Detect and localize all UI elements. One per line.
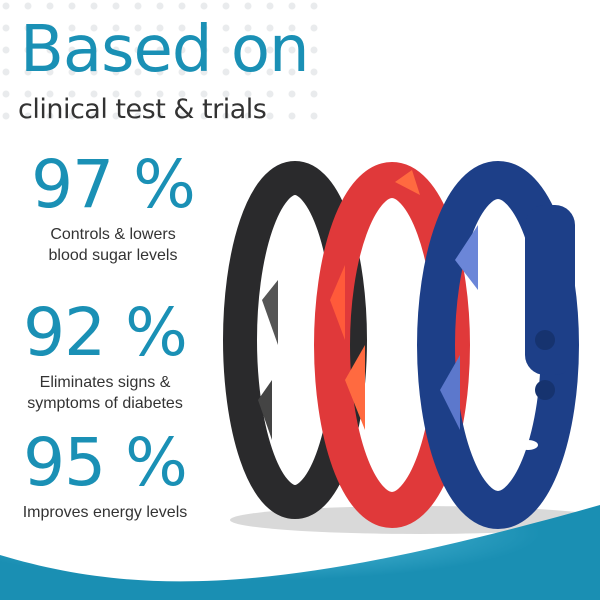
stat-desc: Controls & lowers [50, 226, 176, 243]
stat-92: 92 % Eliminates signs & symptoms of diabe… [0, 300, 210, 414]
stat-value: 97 % [31, 146, 196, 223]
dot-pattern [0, 0, 320, 120]
stat-desc: Improves energy levels [22, 504, 188, 521]
stat-desc: blood sugar levels [48, 247, 178, 264]
blue-bracelet [417, 161, 579, 529]
wave [0, 505, 600, 600]
stat-value: 95 % [23, 424, 188, 501]
stat-desc: symptoms of diabetes [27, 395, 183, 412]
subheadline: clinical test & trials [18, 94, 267, 125]
stat-value: 92 % [23, 294, 188, 371]
stat-desc: Eliminates signs & [39, 374, 171, 391]
stat-97: 97 % Controls & lowers blood sugar levels [8, 152, 218, 266]
headline: Based on [20, 13, 310, 87]
stat-95: 95 % Improves energy levels [0, 430, 210, 523]
